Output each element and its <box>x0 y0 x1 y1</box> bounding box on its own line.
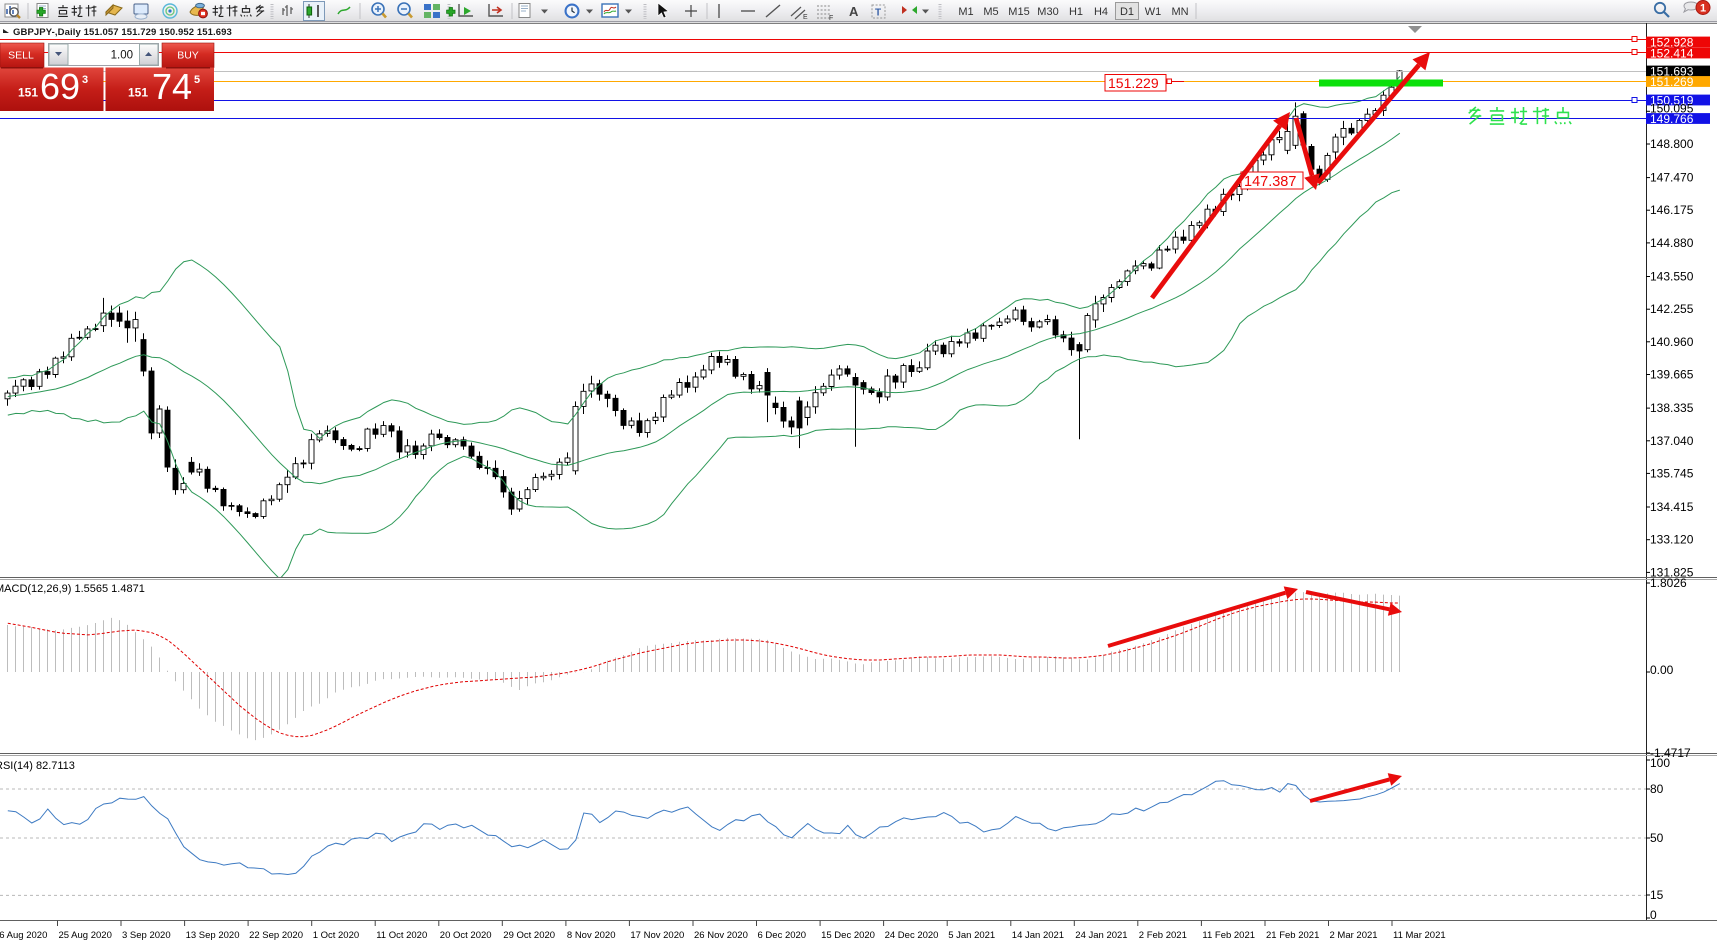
svg-text:152.414: 152.414 <box>1650 46 1694 60</box>
svg-text:24 Jan 2021: 24 Jan 2021 <box>1075 930 1127 941</box>
svg-text:8 Nov 2020: 8 Nov 2020 <box>567 930 616 941</box>
svg-text:135.745: 135.745 <box>1650 466 1694 480</box>
svg-text:M30: M30 <box>1037 6 1058 18</box>
svg-text:11 Mar 2021: 11 Mar 2021 <box>1393 930 1446 941</box>
svg-text:SELL: SELL <box>8 50 34 62</box>
svg-text:BUY: BUY <box>177 50 199 62</box>
svg-text:11 Feb 2021: 11 Feb 2021 <box>1202 930 1255 941</box>
svg-text:151: 151 <box>18 86 38 100</box>
svg-text:150.095: 150.095 <box>1650 102 1694 116</box>
svg-text:3 Sep 2020: 3 Sep 2020 <box>122 930 171 941</box>
svg-text:W1: W1 <box>1145 6 1162 18</box>
svg-text:138.335: 138.335 <box>1650 401 1694 415</box>
svg-text:25 Aug 2020: 25 Aug 2020 <box>59 930 112 941</box>
svg-text:149.766: 149.766 <box>1650 112 1694 126</box>
svg-text:1.00: 1.00 <box>111 50 133 62</box>
svg-text:17 Nov 2020: 17 Nov 2020 <box>630 930 684 941</box>
svg-text:0: 0 <box>1650 908 1657 922</box>
svg-text:151: 151 <box>128 86 148 100</box>
svg-text:146.175: 146.175 <box>1650 203 1694 217</box>
svg-text:74: 74 <box>152 66 192 107</box>
svg-text:A: A <box>849 4 859 19</box>
svg-text:2 Mar 2021: 2 Mar 2021 <box>1330 930 1378 941</box>
svg-text:139.665: 139.665 <box>1650 368 1694 382</box>
svg-text:-1.4717: -1.4717 <box>1650 746 1691 760</box>
svg-text:15: 15 <box>1650 888 1664 902</box>
svg-text:13 Sep 2020: 13 Sep 2020 <box>186 930 240 941</box>
svg-text:133.120: 133.120 <box>1650 533 1694 547</box>
svg-text:M1: M1 <box>958 6 973 18</box>
svg-text:50: 50 <box>1650 831 1664 845</box>
svg-text:21 Feb 2021: 21 Feb 2021 <box>1266 930 1319 941</box>
svg-text:147.387: 147.387 <box>1244 174 1296 190</box>
svg-text:151.229: 151.229 <box>1108 75 1159 91</box>
svg-text:144.880: 144.880 <box>1650 236 1694 250</box>
svg-text:69: 69 <box>40 66 80 107</box>
svg-text:151.269: 151.269 <box>1650 75 1694 89</box>
svg-text:E: E <box>803 14 808 21</box>
svg-text:131.825: 131.825 <box>1650 565 1694 579</box>
svg-text:H1: H1 <box>1069 6 1083 18</box>
svg-text:3: 3 <box>82 74 88 86</box>
svg-text:147.470: 147.470 <box>1650 171 1694 185</box>
svg-text:2 Feb 2021: 2 Feb 2021 <box>1139 930 1187 941</box>
svg-text:148.800: 148.800 <box>1650 137 1694 151</box>
svg-text:140.960: 140.960 <box>1650 335 1694 349</box>
svg-text:0.00: 0.00 <box>1650 663 1674 677</box>
svg-text:RSI(14) 82.7113: RSI(14) 82.7113 <box>0 760 75 772</box>
svg-text:14 Jan 2021: 14 Jan 2021 <box>1012 930 1064 941</box>
svg-text:11 Oct 2020: 11 Oct 2020 <box>376 930 427 941</box>
svg-text:MACD(12,26,9) 1.5565 1.4871: MACD(12,26,9) 1.5565 1.4871 <box>0 583 145 595</box>
svg-text:80: 80 <box>1650 782 1664 796</box>
svg-text:H4: H4 <box>1094 6 1108 18</box>
svg-text:1 Oct 2020: 1 Oct 2020 <box>313 930 359 941</box>
svg-text:15 Dec 2020: 15 Dec 2020 <box>821 930 875 941</box>
svg-text:20 Oct 2020: 20 Oct 2020 <box>440 930 492 941</box>
svg-text:26 Nov 2020: 26 Nov 2020 <box>694 930 748 941</box>
svg-text:29 Oct 2020: 29 Oct 2020 <box>503 930 555 941</box>
svg-text:M15: M15 <box>1008 6 1029 18</box>
svg-text:142.255: 142.255 <box>1650 302 1694 316</box>
svg-text:137.040: 137.040 <box>1650 434 1694 448</box>
svg-text:M5: M5 <box>983 6 998 18</box>
svg-text:1: 1 <box>1700 3 1706 15</box>
svg-text:100: 100 <box>1650 756 1670 770</box>
svg-text:5: 5 <box>194 74 200 86</box>
svg-text:152.928: 152.928 <box>1650 35 1694 49</box>
svg-text:150.519: 150.519 <box>1650 93 1694 107</box>
svg-text:GBPJPY-,Daily 151.057 151.729: GBPJPY-,Daily 151.057 151.729 150.952 15… <box>13 27 232 38</box>
svg-text:T: T <box>875 8 881 19</box>
svg-text:1.8026: 1.8026 <box>1650 576 1687 590</box>
svg-text:16 Aug 2020: 16 Aug 2020 <box>0 930 47 941</box>
svg-text:22 Sep 2020: 22 Sep 2020 <box>249 930 303 941</box>
svg-text:5 Jan 2021: 5 Jan 2021 <box>948 930 995 941</box>
svg-text:D1: D1 <box>1120 6 1134 18</box>
svg-text:143.550: 143.550 <box>1650 270 1694 284</box>
svg-text:6 Dec 2020: 6 Dec 2020 <box>758 930 807 941</box>
svg-text:24 Dec 2020: 24 Dec 2020 <box>885 930 939 941</box>
svg-text:MN: MN <box>1171 6 1188 18</box>
svg-text:134.415: 134.415 <box>1650 500 1694 514</box>
svg-text:F: F <box>829 15 833 22</box>
svg-text:151.693: 151.693 <box>1650 64 1694 78</box>
